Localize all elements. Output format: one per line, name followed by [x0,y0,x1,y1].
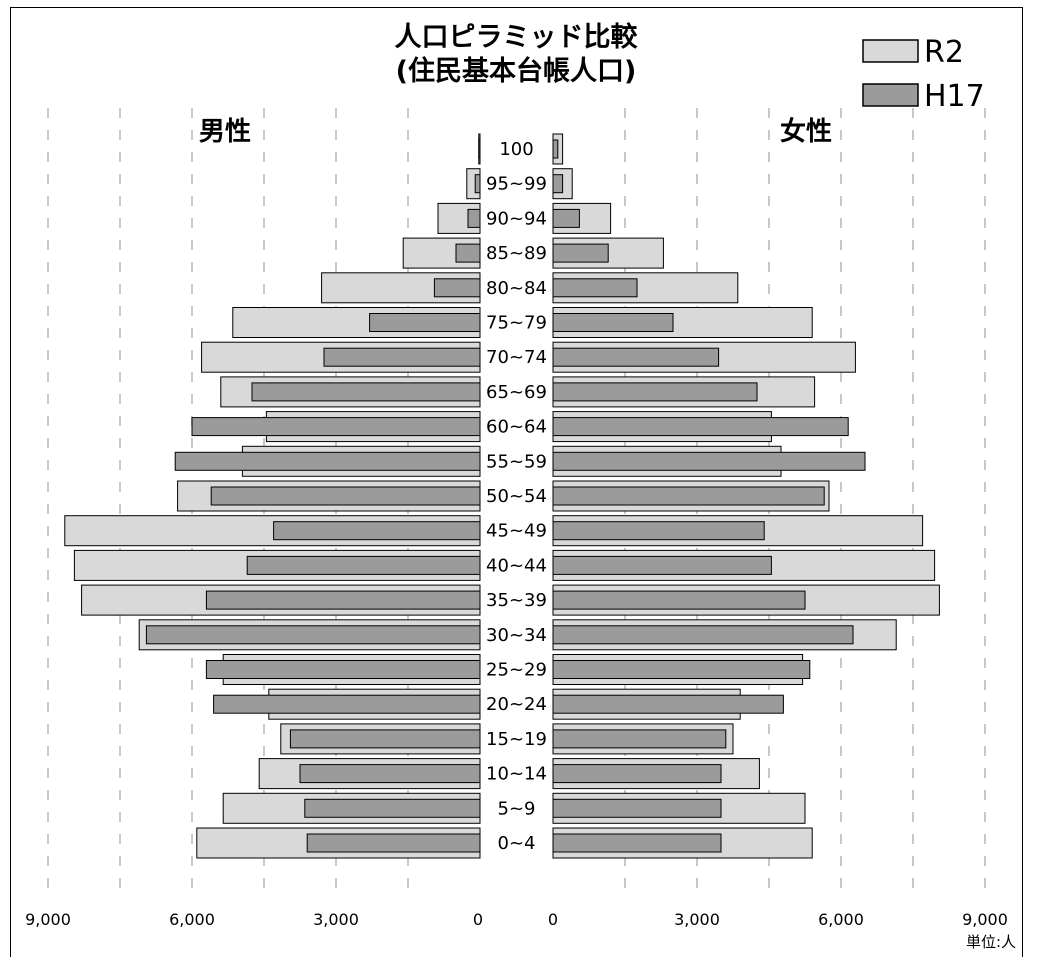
bar-female-h17 [552,278,638,298]
tick-label: 3,000 [674,910,720,929]
bar-female-h17 [552,798,722,818]
tick-label: 9,000 [962,910,1008,929]
bar-male-h17 [323,347,481,367]
bar-male-h17 [205,590,481,610]
age-label: 65~69 [486,382,547,403]
bar-male-h17 [174,451,481,471]
age-label: 45~49 [486,521,547,542]
bar-female-h17 [552,764,722,784]
bar-male-h17 [306,833,481,853]
bar-male-h17 [273,521,481,541]
tick-label: 0 [548,910,558,929]
chart-title-line-1: 人口ピラミッド比較 [395,21,639,53]
age-label: 40~44 [486,555,547,576]
male-label: 男性 [199,117,251,147]
legend-label-r2: R2 [924,35,964,70]
age-label: 0~4 [498,833,536,854]
age-label: 60~64 [486,417,547,438]
bar-female-h17 [552,729,727,749]
bar-male-h17 [478,139,481,159]
bar-male-r2 [402,237,481,269]
legend-swatch-r2 [862,39,919,63]
bar-female-h17 [552,417,849,437]
tick-label: 6,000 [818,910,864,929]
legend-label-h17: H17 [924,79,985,114]
bar-male-h17 [289,729,481,749]
bar-male-h17 [304,798,481,818]
axis-ticks: 9,000 6,000 3,000 0 0 3,000 6,000 9,000 [25,910,1008,929]
bar-male-h17 [433,278,481,298]
bar-female-h17 [552,382,758,402]
chart-frame [10,7,1023,957]
bar-male-h17 [467,208,481,228]
age-label: 55~59 [486,451,547,472]
bar-male-h17 [251,382,481,402]
age-label: 95~99 [486,174,547,195]
tick-label: 6,000 [169,910,215,929]
bar-female-h17 [552,174,564,194]
female-label: 女性 [780,116,832,147]
age-label: 100 [499,139,533,160]
tick-label: 3,000 [313,910,359,929]
bar-male-h17 [205,660,481,679]
bar-male-h17 [474,174,481,194]
bar-female-h17 [552,660,811,679]
age-label: 85~89 [486,243,547,264]
age-label: 90~94 [486,208,547,229]
age-label: 75~79 [486,313,547,334]
legend: R2 H17 [862,35,985,114]
bar-male-h17 [191,417,481,437]
age-label: 15~19 [486,729,547,750]
bar-female-h17 [552,590,806,610]
bar-female-h17 [552,555,772,575]
bar-female-h17 [552,694,784,714]
age-labels: 100 95~99 90~94 85~89 80~84 75~79 70~74 65~69 60… [486,139,547,854]
unit-label: 単位:人 [966,933,1016,951]
bar-female-h17 [552,625,854,645]
age-label: 70~74 [486,347,547,368]
bar-female-h17 [552,208,580,228]
bar-male-h17 [213,694,481,714]
bar-female-h17 [552,521,765,541]
age-label: 30~34 [486,625,547,646]
bar-female-h17 [552,243,609,263]
bar-female-h17 [552,451,866,471]
age-label: 25~29 [486,660,547,681]
age-label: 5~9 [498,798,536,819]
bar-female-h17 [552,313,674,332]
bar-female-h17 [552,347,720,367]
bar-female-h17 [552,833,722,853]
bar-male-h17 [210,486,481,506]
tick-label: 0 [473,910,483,929]
tick-label: 9,000 [25,910,71,929]
bar-male-h17 [369,313,481,332]
bar-male-h17 [246,555,481,575]
age-label: 80~84 [486,278,547,299]
age-label: 10~14 [486,764,547,785]
age-label: 35~39 [486,590,547,611]
bar-male-h17 [455,243,481,263]
age-label: 20~24 [486,694,547,715]
bar-male-r2 [321,272,481,304]
bar-female-h17 [552,486,825,506]
bar-male-h17 [145,625,481,645]
bar-female-h17 [552,139,559,159]
bar-male-h17 [299,764,481,784]
chart-title-line-2: (住民基本台帳人口) [396,55,637,87]
age-label: 50~54 [486,486,547,507]
legend-swatch-h17 [862,83,919,107]
bars-group [64,133,940,859]
